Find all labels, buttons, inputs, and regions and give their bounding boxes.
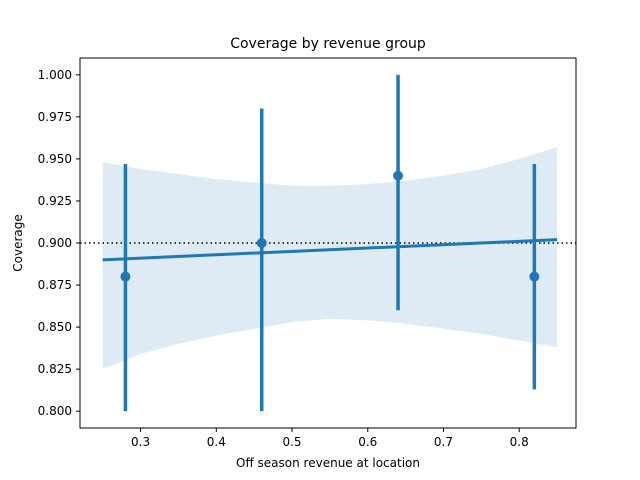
x-tick-label: 0.6: [358, 435, 377, 449]
regression-line: [102, 238, 558, 262]
y-axis-label: Coverage: [11, 214, 25, 272]
x-tick-label: 0.3: [131, 435, 150, 449]
x-tick-label: 0.4: [207, 435, 226, 449]
data-point-1: [120, 271, 131, 282]
x-axis-ticks: 0.3 0.4 0.5 0.6 0.7 0.8: [131, 428, 529, 449]
y-axis-ticks: 0.800 0.825 0.850 0.875 0.900 0.925 0.950 0.975…: [38, 68, 80, 418]
y-tick-label: 0.950: [38, 152, 72, 166]
y-tick-label: 1.000: [38, 68, 72, 82]
confidence-band: [102, 147, 558, 370]
y-tick-label: 0.900: [38, 236, 72, 250]
y-tick-label: 0.850: [38, 320, 72, 334]
x-tick-label: 0.5: [282, 435, 301, 449]
x-axis-label: Off season revenue at location: [236, 456, 420, 470]
y-tick-label: 0.825: [38, 362, 72, 376]
regression-line-layer: [102, 238, 558, 262]
y-tick-label: 0.875: [38, 278, 72, 292]
y-tick-label: 0.800: [38, 404, 72, 418]
data-point-2: [256, 238, 267, 248]
confidence-band-layer: [102, 147, 558, 370]
data-point-3: [393, 170, 404, 181]
y-tick-label: 0.975: [38, 110, 72, 124]
point-layer: [120, 170, 540, 282]
x-tick-label: 0.7: [434, 435, 453, 449]
y-tick-label: 0.925: [38, 194, 72, 208]
chart-title: Coverage by revenue group: [230, 36, 426, 52]
x-tick-label: 0.8: [510, 435, 529, 449]
data-point-4: [529, 271, 540, 282]
